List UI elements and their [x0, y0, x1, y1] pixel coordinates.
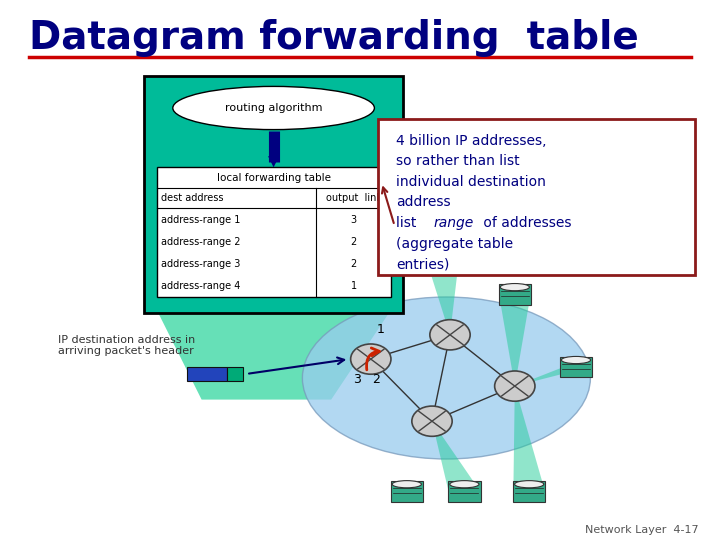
Text: output  link: output link	[325, 193, 382, 203]
Circle shape	[351, 344, 391, 374]
Text: address: address	[396, 195, 451, 210]
Ellipse shape	[173, 86, 374, 130]
FancyBboxPatch shape	[144, 76, 403, 313]
Text: address-range 1: address-range 1	[161, 214, 240, 225]
Text: 1: 1	[377, 323, 384, 336]
FancyBboxPatch shape	[513, 481, 546, 502]
FancyBboxPatch shape	[560, 357, 593, 377]
Polygon shape	[515, 367, 589, 386]
Text: address-range 3: address-range 3	[161, 259, 240, 269]
Ellipse shape	[450, 481, 479, 488]
Text: 2: 2	[351, 237, 356, 247]
Polygon shape	[432, 421, 480, 491]
Polygon shape	[158, 313, 389, 400]
FancyBboxPatch shape	[390, 481, 423, 502]
Ellipse shape	[428, 251, 457, 258]
Text: 3: 3	[353, 373, 361, 387]
Ellipse shape	[500, 284, 529, 291]
Text: dest address: dest address	[161, 193, 223, 203]
FancyBboxPatch shape	[227, 367, 243, 381]
FancyBboxPatch shape	[187, 367, 227, 381]
Circle shape	[495, 371, 535, 401]
Text: list: list	[396, 216, 420, 230]
Text: 2: 2	[372, 373, 380, 387]
Ellipse shape	[562, 356, 590, 363]
Circle shape	[430, 320, 470, 350]
Text: local forwarding table: local forwarding table	[217, 173, 331, 183]
Ellipse shape	[515, 481, 544, 488]
Ellipse shape	[302, 297, 590, 459]
Text: individual destination: individual destination	[396, 175, 546, 189]
FancyBboxPatch shape	[378, 119, 695, 275]
Text: 1: 1	[351, 281, 356, 291]
Polygon shape	[427, 262, 459, 335]
Text: of addresses: of addresses	[479, 216, 571, 230]
FancyBboxPatch shape	[157, 167, 391, 297]
Ellipse shape	[392, 481, 421, 488]
Text: 2: 2	[351, 259, 356, 269]
FancyBboxPatch shape	[426, 252, 459, 272]
Polygon shape	[499, 294, 531, 386]
Text: (aggregate table: (aggregate table	[396, 237, 513, 251]
Text: address-range 4: address-range 4	[161, 281, 240, 291]
Text: Network Layer  4-17: Network Layer 4-17	[585, 524, 698, 535]
Text: IP destination address in
arriving packet's header: IP destination address in arriving packe…	[58, 335, 195, 356]
Circle shape	[412, 406, 452, 436]
Text: routing algorithm: routing algorithm	[225, 103, 323, 113]
Text: 3: 3	[351, 214, 356, 225]
Text: 4 billion IP addresses,: 4 billion IP addresses,	[396, 134, 546, 148]
Text: so rather than list: so rather than list	[396, 154, 520, 168]
Text: Datagram forwarding  table: Datagram forwarding table	[29, 19, 639, 57]
Polygon shape	[513, 386, 545, 491]
Text: address-range 2: address-range 2	[161, 237, 240, 247]
Text: entries): entries)	[396, 257, 449, 271]
FancyBboxPatch shape	[448, 481, 481, 502]
FancyBboxPatch shape	[498, 284, 531, 305]
Text: range: range	[433, 216, 474, 230]
